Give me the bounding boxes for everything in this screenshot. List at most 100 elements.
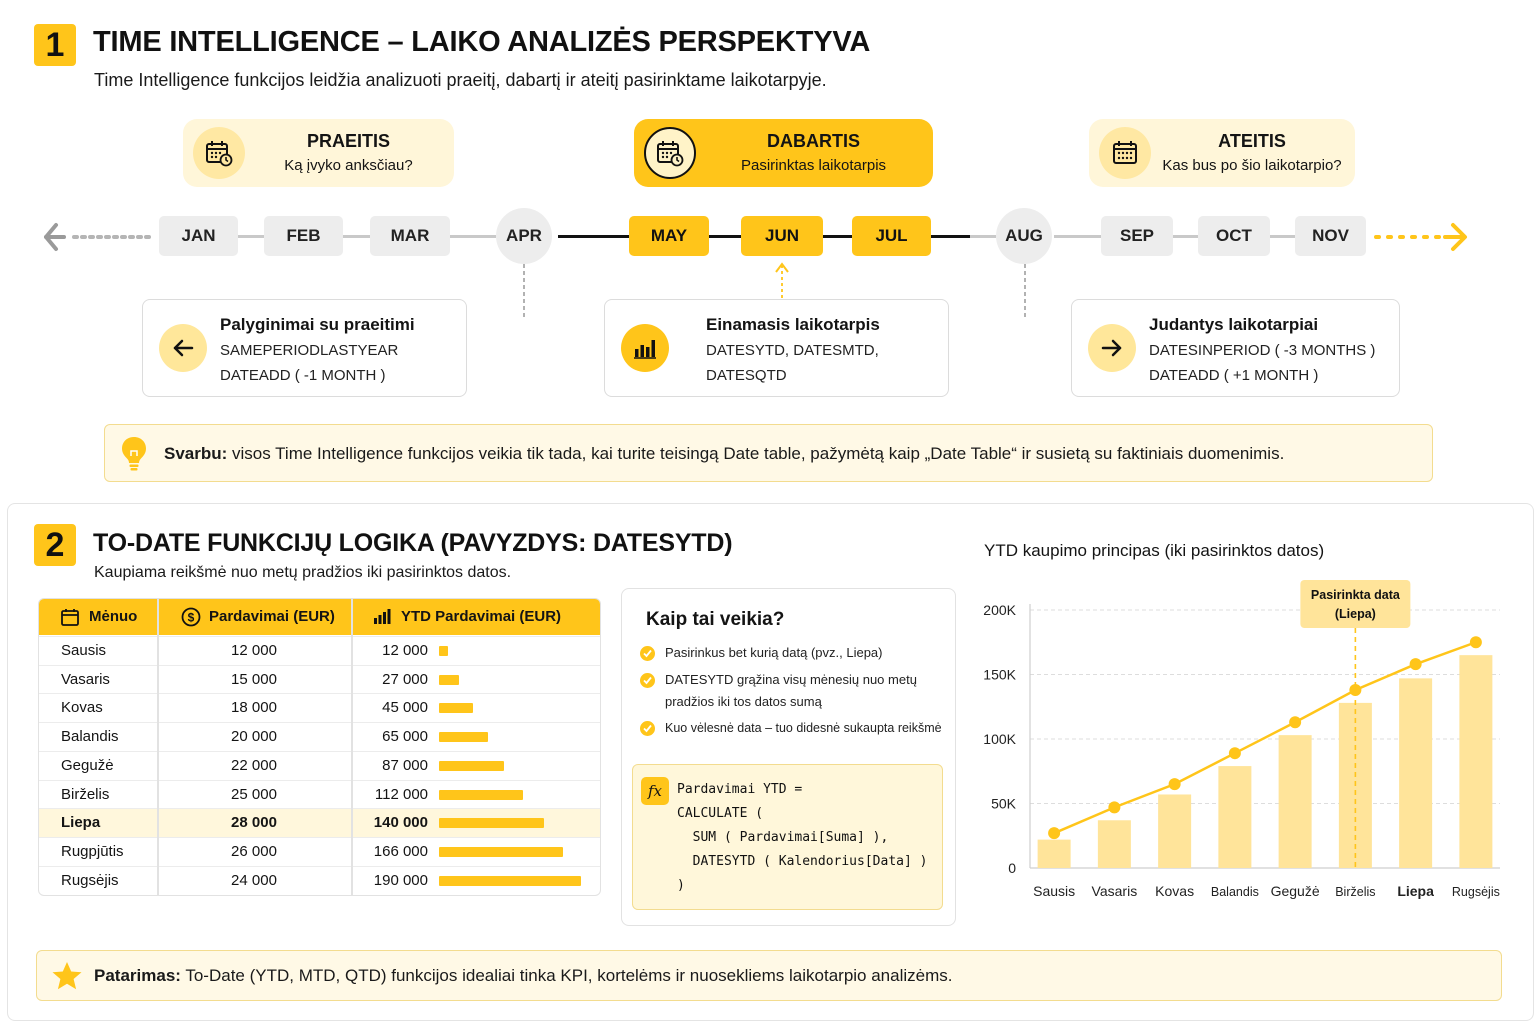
- month-feb: FEB: [264, 216, 343, 256]
- code-line: DATESYTD ( Kalendorius[Data] ): [677, 854, 928, 869]
- data-point: [1469, 636, 1482, 649]
- calendar-clock-icon: [193, 127, 245, 179]
- timeline-connectors: [44, 223, 1467, 320]
- month-mar: MAR: [370, 216, 450, 256]
- cell-sales: 12 000: [231, 642, 277, 659]
- cell-sales: 25 000: [231, 785, 277, 803]
- section-2-title: TO-DATE FUNKCIJŲ LOGIKA (PAVYZDYS: DATES…: [93, 529, 733, 557]
- section-1-badge: 1: [34, 24, 76, 66]
- star-icon: [52, 962, 82, 990]
- annotation-box: [1300, 580, 1411, 628]
- card-line: DATESINPERIOD ( -3 MONTHS ): [1149, 342, 1376, 359]
- period-present-title: DABARTIS: [767, 131, 860, 151]
- x-tick-label: Gegužė: [1271, 883, 1320, 899]
- x-tick-label: Sausis: [1033, 883, 1075, 899]
- data-point: [1228, 747, 1241, 760]
- ytd-bar: [439, 703, 473, 714]
- y-tick-label: 200K: [983, 602, 1016, 618]
- chart-title: YTD kaupimo principas (iki pasirinktos d…: [984, 541, 1325, 560]
- tip-text: To-Date (YTD, MTD, QTD) funkcijos ideali…: [180, 966, 953, 985]
- cell-sales: 22 000: [231, 756, 277, 774]
- svg-text:$: $: [188, 611, 195, 625]
- code-line: SUM ( Pardavimai[Suma] ),: [677, 830, 889, 845]
- column-header-month: Mėnuo: [89, 608, 138, 625]
- important-note: Svarbu: visos Time Intelligence funkcijo…: [104, 424, 1433, 482]
- section-1-title: TIME INTELLIGENCE – LAIKO ANALIZĖS PERSP…: [93, 26, 871, 58]
- month-jun: JUN: [741, 216, 823, 256]
- data-point: [1289, 716, 1302, 729]
- card-title: Judantys laikotarpiai: [1149, 315, 1319, 334]
- cell-ytd: 27 000: [382, 670, 428, 688]
- annotation-label: Pasirinkta data: [1311, 588, 1401, 602]
- card-line: DATESQTD: [706, 367, 787, 384]
- cell-sales: 24 000: [231, 871, 277, 889]
- tip-note: Patarimas: To-Date (YTD, MTD, QTD) funkc…: [36, 950, 1502, 1001]
- section-2-frame: [7, 503, 1534, 1021]
- period-past: PRAEITIS Ką įvyko anksčiau?: [183, 119, 454, 187]
- x-tick-label: Kovas: [1155, 883, 1194, 899]
- cell-month: Rugpjūtis: [61, 842, 124, 860]
- table-row: Kovas 18 000 45 000: [39, 693, 600, 722]
- card-past-comparisons: Palyginimai su praeitimi SAMEPERIODLASTY…: [142, 299, 467, 397]
- y-tick-label: 50K: [991, 796, 1017, 812]
- month-may: MAY: [629, 216, 709, 256]
- ytd-bar: [439, 732, 488, 743]
- chart-bar: [1037, 839, 1071, 868]
- month-oct: OCT: [1198, 216, 1270, 256]
- arrow-right-icon: [1088, 324, 1136, 372]
- table-header: Mėnuo $ Pardavimai (EUR) YTD Pardavimai …: [39, 599, 600, 635]
- code-line: CALCULATE (: [677, 806, 764, 821]
- period-past-title: PRAEITIS: [306, 131, 390, 151]
- cell-month: Vasaris: [61, 670, 110, 688]
- period-future-subtitle: Kas bus po šio laikotarpio?: [1162, 157, 1342, 174]
- x-tick-label: Balandis: [1211, 885, 1259, 899]
- calendar-icon: [1099, 127, 1151, 179]
- check-icon: [640, 646, 655, 661]
- month-jul: JUL: [852, 216, 931, 256]
- table-row: Liepa 28 000 140 000: [39, 808, 600, 837]
- column-header-sales: Pardavimai (EUR): [209, 608, 335, 625]
- calendar-icon: [61, 609, 79, 626]
- y-tick-label: 150K: [983, 667, 1016, 683]
- month-aug: AUG: [996, 208, 1052, 264]
- period-present-subtitle: Pasirinktas laikotarpis: [740, 157, 887, 174]
- cell-month: Kovas: [61, 699, 103, 717]
- cell-month: Birželis: [61, 785, 110, 803]
- ytd-bar: [439, 760, 504, 771]
- period-past-subtitle: Ką įvyko anksčiau?: [284, 157, 413, 174]
- how-item: DATESYTD grąžina visų mėnesių nuo metų: [665, 672, 917, 687]
- series-line: [1053, 641, 1477, 835]
- calendar-clock-icon: [644, 127, 696, 179]
- table-row: Birželis 25 000 112 000: [39, 779, 600, 809]
- dax-code-block: fx Pardavimai YTD = CALCULATE ( SUM ( Pa…: [632, 764, 943, 910]
- month-apr: APR: [496, 208, 552, 264]
- annotation-label: (Liepa): [1335, 607, 1376, 621]
- table-row: Rugpjūtis 26 000 166 000: [39, 836, 600, 866]
- chart-bar: [1459, 655, 1493, 868]
- month-nov: NOV: [1295, 216, 1366, 256]
- bar-chart-icon: [621, 324, 669, 372]
- ytd-bar: [439, 646, 448, 656]
- data-point: [1168, 778, 1181, 791]
- fx-icon: fx: [641, 777, 669, 805]
- sales-table: Mėnuo $ Pardavimai (EUR) YTD Pardavimai …: [38, 598, 601, 896]
- data-point: [1108, 801, 1121, 814]
- card-current-period: Einamasis laikotarpis DATESYTD, DATESMTD…: [604, 299, 949, 397]
- cell-ytd: 112 000: [374, 785, 428, 803]
- data-point: [1349, 683, 1362, 696]
- column-header-ytd: YTD Pardavimai (EUR): [401, 608, 562, 625]
- section-2-subtitle: Kaupiama reikšmė nuo metų pradžios iki p…: [94, 564, 512, 581]
- ytd-bar: [439, 846, 564, 857]
- card-line: DATEADD ( -1 MONTH ): [220, 367, 386, 384]
- ytd-bar: [439, 818, 544, 829]
- month-jan: JAN: [159, 216, 238, 256]
- check-icon: [640, 721, 655, 736]
- coin-icon: $: [181, 607, 201, 627]
- chart-bar: [1218, 766, 1252, 868]
- lightbulb-icon: [122, 437, 146, 471]
- table-row: Vasaris 15 000 27 000: [39, 664, 600, 694]
- cell-sales: 28 000: [231, 814, 277, 832]
- table-row: Balandis 20 000 65 000: [39, 722, 600, 751]
- x-tick-label: Birželis: [1335, 885, 1375, 899]
- month-sep: SEP: [1101, 216, 1173, 256]
